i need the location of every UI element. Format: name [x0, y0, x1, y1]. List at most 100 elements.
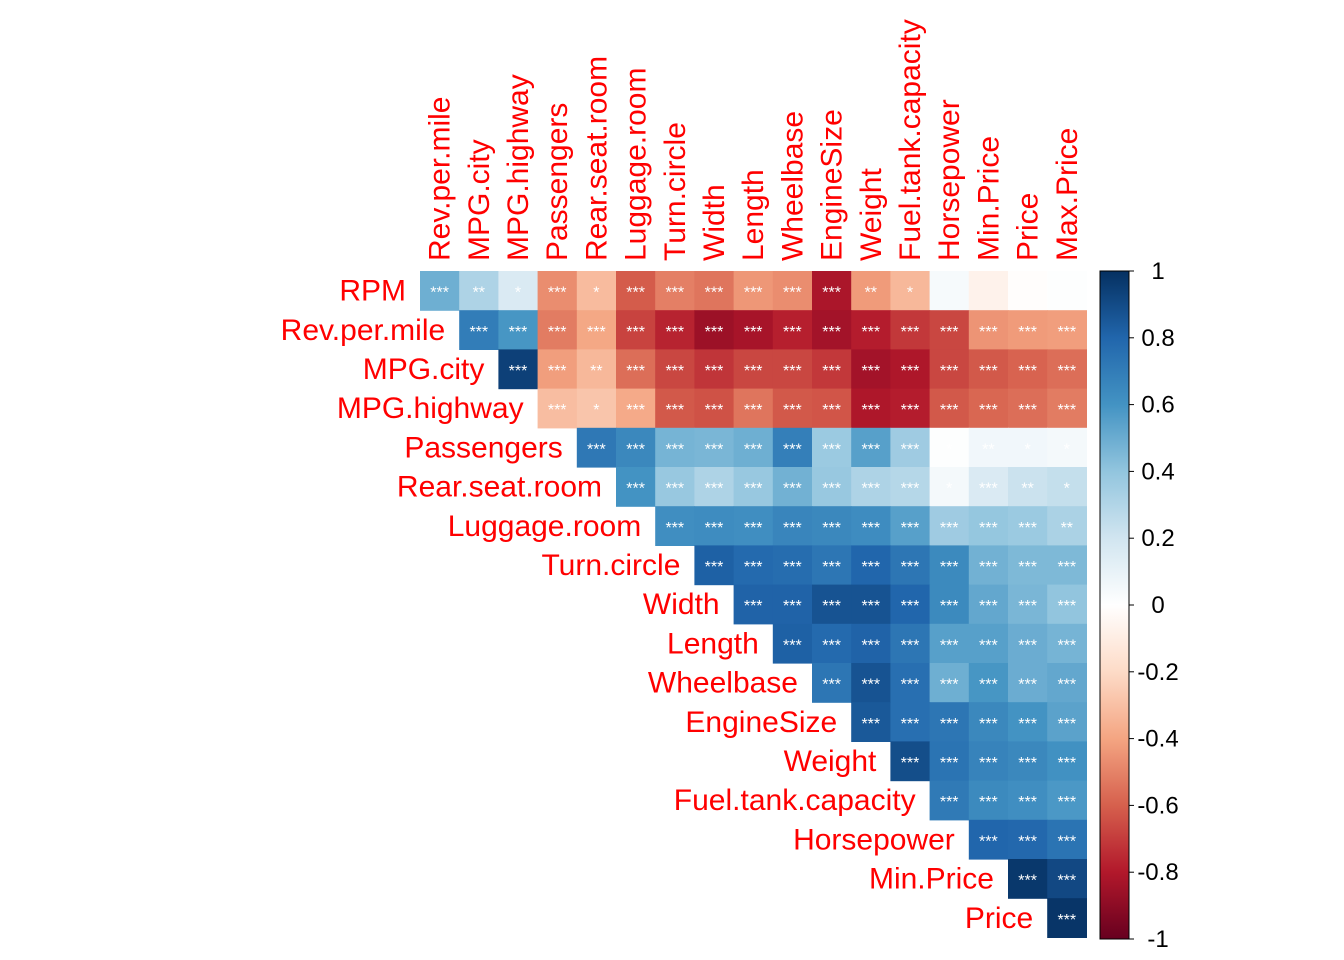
sig-Rear.seat.room-Fuel.tank.capacity: ***	[901, 481, 920, 498]
sig-EngineSize-Min.Price: ***	[979, 716, 998, 733]
sig-Width-EngineSize: ***	[822, 598, 841, 615]
sig-RPM-Turn.circle: ***	[665, 285, 684, 302]
sig-MPG.highway-Min.Price: ***	[979, 402, 998, 419]
sig-MPG.city-Passengers: ***	[548, 363, 567, 380]
cell-Passengers-EngineSize	[812, 427, 852, 468]
sig-Turn.circle-EngineSize: ***	[822, 559, 841, 576]
cell-Rev.per.mile-Fuel.tank.capacity	[890, 310, 931, 350]
cell-Passengers-Price	[1008, 427, 1048, 468]
col-label-Horsepower: Horsepower	[933, 99, 966, 261]
cell-MPG.highway-Turn.circle	[655, 388, 695, 429]
row-label-Fuel.tank.capacity: Fuel.tank.capacity	[674, 784, 916, 817]
cell-Length-Fuel.tank.capacity	[890, 623, 931, 664]
col-label-MPG.highway: MPG.highway	[502, 74, 535, 261]
cell-Wheelbase-Weight	[851, 663, 891, 703]
row-label-MPG.city: MPG.city	[363, 353, 485, 386]
sig-Rev.per.mile-Max.Price: ***	[1057, 324, 1076, 341]
cell-RPM-Rear.seat.room	[576, 271, 617, 311]
sig-Luggage.room-Length: ***	[744, 520, 763, 537]
cell-MPG.city-MPG.highway	[498, 349, 539, 390]
cell-EngineSize-Min.Price	[968, 702, 1009, 742]
sig-Passengers-Horsepower: *	[946, 441, 952, 458]
cell-MPG.city-Max.Price	[1047, 349, 1087, 390]
cell-Fuel.tank.capacity-Max.Price	[1047, 780, 1087, 821]
legend-tick-label: -0.8	[1137, 859, 1178, 886]
cell-Rear.seat.room-Luggage.room	[616, 467, 656, 507]
sig-Rev.per.mile-Passengers: ***	[548, 324, 567, 341]
row-label-Weight: Weight	[784, 745, 877, 778]
row-labels: RPM Rev.per.mile MPG.city MPG.highway Passen…	[281, 275, 1034, 935]
sig-MPG.highway-Price: ***	[1018, 402, 1037, 419]
cell-MPG.highway-Rear.seat.room	[576, 388, 617, 429]
sig-MPG.highway-Passengers: ***	[548, 402, 567, 419]
cell-RPM-Width	[694, 271, 735, 311]
cell-Weight-Min.Price	[968, 741, 1009, 782]
sig-Length-Min.Price: ***	[979, 637, 998, 654]
sig-Width-Min.Price: ***	[979, 598, 998, 615]
sig-Wheelbase-EngineSize: ***	[822, 677, 841, 694]
sig-RPM-Fuel.tank.capacity: *	[907, 285, 913, 302]
sig-RPM-Passengers: ***	[548, 285, 567, 302]
sig-Rev.per.mile-Weight: ***	[861, 324, 880, 341]
cell-Rev.per.mile-EngineSize	[812, 310, 852, 350]
cell-Rear.seat.room-Horsepower	[929, 467, 970, 507]
cell-Passengers-Wheelbase	[772, 427, 813, 468]
sig-Luggage.room-Fuel.tank.capacity: ***	[901, 520, 920, 537]
col-label-Passengers: Passengers	[541, 103, 574, 261]
sig-RPM-Length: ***	[744, 285, 763, 302]
significance-marks: *** ** * *** * *** *** *** *** *** *** ** **** *** ***…	[430, 285, 1076, 929]
cell-Wheelbase-EngineSize	[812, 663, 852, 703]
sig-Rev.per.mile-Min.Price: ***	[979, 324, 998, 341]
cell-RPM-Price	[1008, 271, 1048, 311]
sig-Length-Wheelbase: ***	[783, 637, 802, 654]
sig-Passengers-Fuel.tank.capacity: ***	[901, 441, 920, 458]
sig-Turn.circle-Fuel.tank.capacity: ***	[901, 559, 920, 576]
sig-MPG.city-Width: ***	[705, 363, 724, 380]
col-label-Turn.circle: Turn.circle	[659, 122, 692, 261]
sig-Passengers-Min.Price: **	[982, 441, 994, 458]
cell-EngineSize-Weight	[851, 702, 891, 742]
sig-MPG.city-Price: ***	[1018, 363, 1037, 380]
cell-EngineSize-Horsepower	[929, 702, 970, 742]
cell-Passengers-Horsepower	[929, 427, 970, 468]
cell-MPG.highway-Weight	[851, 388, 891, 429]
sig-Length-Weight: ***	[861, 637, 880, 654]
sig-RPM-Weight: **	[865, 285, 877, 302]
sig-MPG.city-Max.Price: ***	[1057, 363, 1076, 380]
sig-Width-Horsepower: ***	[940, 598, 959, 615]
sig-Width-Length: ***	[744, 598, 763, 615]
cell-Rev.per.mile-Horsepower	[929, 310, 970, 350]
legend-ticks: 1 0.8 0.6 0.4 0.2 0 -0.2 -0.4 -0.6 -0.8 -1	[1129, 258, 1179, 953]
cell-MPG.highway-Price	[1008, 388, 1048, 429]
cell-Length-Weight	[851, 623, 891, 664]
sig-MPG.highway-Horsepower: ***	[940, 402, 959, 419]
sig-Horsepower-Price: ***	[1018, 833, 1037, 850]
cell-Horsepower-Price	[1008, 819, 1048, 860]
row-label-Horsepower: Horsepower	[793, 823, 955, 856]
cell-EngineSize-Price	[1008, 702, 1048, 742]
cell-Length-EngineSize	[812, 623, 852, 664]
cell-MPG.highway-Fuel.tank.capacity	[890, 388, 931, 429]
sig-Luggage.room-Horsepower: ***	[940, 520, 959, 537]
cell-Rear.seat.room-Max.Price	[1047, 467, 1087, 507]
sig-MPG.highway-Rear.seat.room: *	[593, 402, 599, 419]
legend-tick-label: -0.2	[1137, 659, 1178, 686]
cell-Rev.per.mile-Passengers	[537, 310, 578, 350]
sig-Length-Horsepower: ***	[940, 637, 959, 654]
sig-Weight-Max.Price: ***	[1057, 755, 1076, 772]
sig-Fuel.tank.capacity-Max.Price: ***	[1057, 794, 1076, 811]
sig-Turn.circle-Price: ***	[1018, 559, 1037, 576]
sig-RPM-EngineSize: ***	[822, 285, 841, 302]
cell-Rev.per.mile-Length	[733, 310, 774, 350]
cell-Passengers-Turn.circle	[655, 427, 695, 468]
cell-MPG.city-Weight	[851, 349, 891, 390]
cell-Rev.per.mile-Weight	[851, 310, 891, 350]
cell-RPM-MPG.city	[459, 271, 499, 311]
row-label-Min.Price: Min.Price	[869, 863, 994, 896]
sig-Rev.per.mile-Width: ***	[705, 324, 724, 341]
cell-Wheelbase-Price	[1008, 663, 1048, 703]
col-label-Rear.seat.room: Rear.seat.room	[580, 56, 613, 261]
cell-Length-Max.Price	[1047, 623, 1087, 664]
cell-RPM-Turn.circle	[655, 271, 695, 311]
sig-Min.Price-Max.Price: ***	[1057, 873, 1076, 890]
